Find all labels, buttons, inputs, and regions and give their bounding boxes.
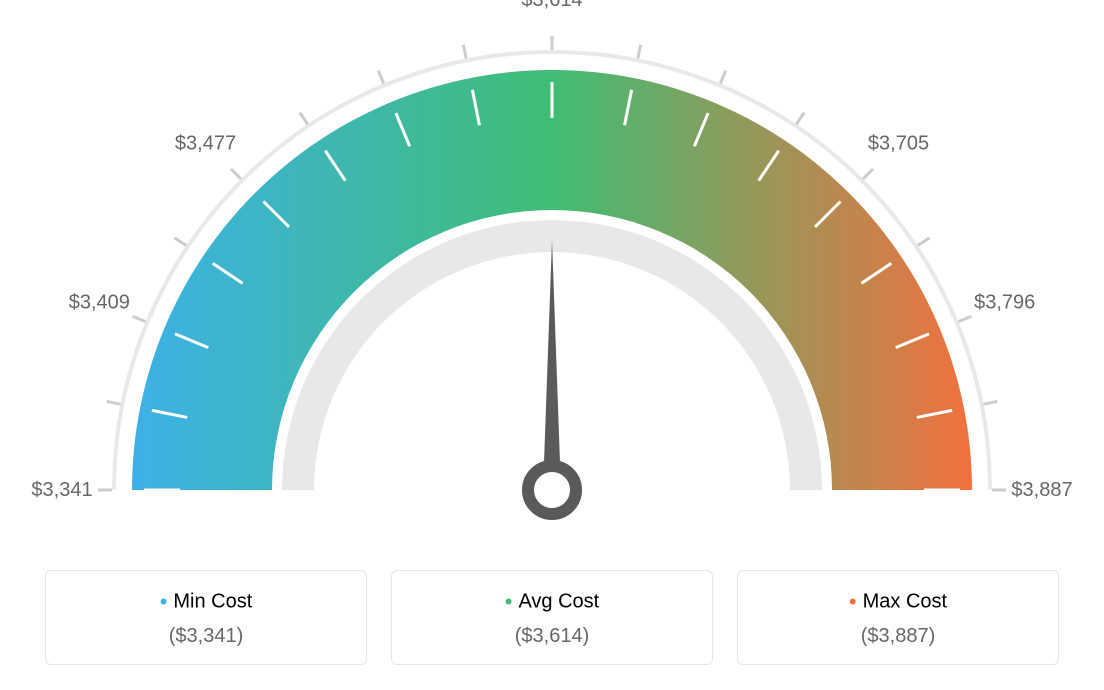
- gauge-tick-label: $3,796: [974, 291, 1035, 313]
- gauge-hub: [528, 466, 576, 514]
- gauge-tick-label: $3,341: [31, 479, 92, 501]
- legend-card-avg: •Avg Cost ($3,614): [391, 570, 713, 665]
- legend-card-max: • Max Cost ($3,887): [737, 570, 1059, 665]
- gauge-chart: $3,341 $3,409 $3,477 $3,614 $3,705 $3,796 $3,8…: [0, 0, 1104, 560]
- legend-title-max: • Max Cost: [738, 589, 1058, 615]
- legend-value-min: ($3,341): [46, 625, 366, 648]
- legend-card-min: •Min Cost ($3,341): [45, 570, 367, 665]
- gauge-tick-label: $3,477: [175, 133, 236, 155]
- dot-icon: •: [505, 589, 513, 614]
- legend-value-max: ($3,887): [738, 625, 1058, 648]
- legend-label: Min Cost: [173, 590, 252, 612]
- gauge-needle: [543, 240, 561, 490]
- legend-row: •Min Cost ($3,341) •Avg Cost ($3,614) •M…: [0, 570, 1104, 665]
- dot-icon: •: [849, 589, 857, 614]
- gauge-tick-label: $3,887: [1011, 479, 1072, 501]
- legend-title-min: •Min Cost: [46, 589, 366, 615]
- gauge-tick-label: $3,705: [868, 133, 929, 155]
- gauge-svg: $3,341 $3,409 $3,477 $3,614 $3,705 $3,796 $3,8…: [0, 0, 1104, 560]
- legend-title-avg: •Avg Cost: [392, 589, 712, 615]
- legend-label: Avg Cost: [518, 590, 599, 612]
- legend-label: Max Cost: [863, 590, 947, 612]
- gauge-tick-label: $3,409: [69, 291, 130, 313]
- dot-icon: •: [160, 589, 168, 614]
- gauge-tick-label: $3,614: [521, 0, 582, 11]
- legend-value-avg: ($3,614): [392, 625, 712, 648]
